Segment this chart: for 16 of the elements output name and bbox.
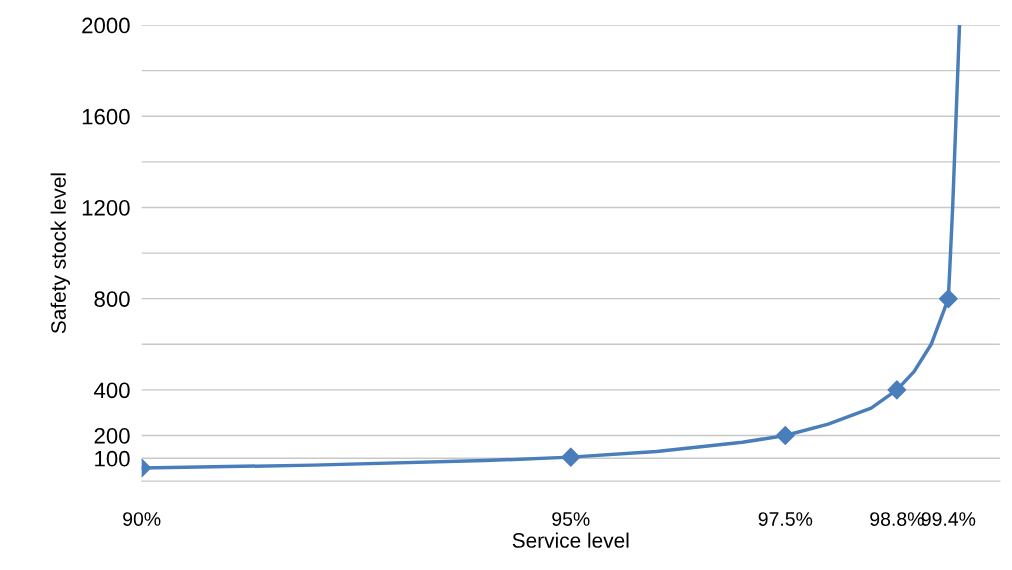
x-tick-label: 95% [552, 512, 590, 526]
y-axis-title: Safety stock level [50, 173, 71, 334]
y-tick-label: 1200 [82, 200, 130, 216]
y-tick-label: 100 [95, 450, 130, 467]
point [938, 289, 958, 309]
x-axis-title: Service level [512, 532, 629, 548]
x-tick-label: 97.5% [758, 512, 813, 526]
point [887, 380, 907, 400]
x-tick-label: 90% [123, 512, 161, 526]
y-tick-label: 2000 [82, 17, 130, 34]
y-tick-label: 800 [94, 291, 130, 307]
point [561, 447, 581, 467]
y-tick-label: 1600 [82, 108, 130, 125]
y-tick-label: 400 [94, 382, 130, 399]
y-tick-label: 200 [94, 428, 130, 444]
point [775, 426, 795, 445]
